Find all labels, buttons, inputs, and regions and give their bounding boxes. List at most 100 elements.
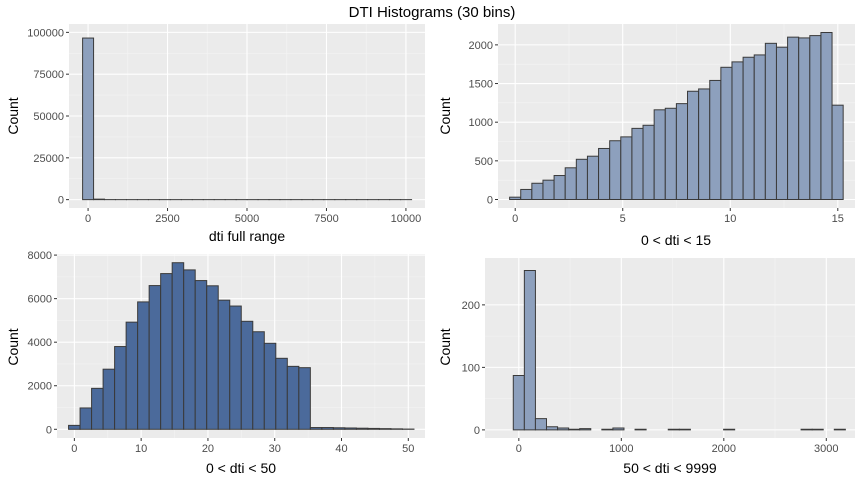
- histogram-bar: [286, 365, 300, 430]
- histogram-bar: [344, 427, 357, 430]
- histogram-bar: [634, 428, 647, 431]
- axis-ticks: 0 1000 2000 3000 0 100 200: [462, 300, 839, 455]
- histogram-bar: [160, 273, 173, 430]
- histogram-bar: [731, 61, 744, 200]
- histogram-bar: [811, 428, 824, 431]
- x-tick-label: 50: [402, 443, 414, 455]
- panel-dti-50-9999: 0 1000 2000 3000 0 100 200 50 < dti < 9999 Cou…: [437, 258, 855, 476]
- x-tick-label: 10000: [391, 213, 422, 225]
- histogram-bar: [520, 188, 533, 200]
- x-tick-label: 10: [135, 443, 147, 455]
- histogram-bar: [183, 269, 196, 430]
- histogram-bar: [171, 262, 185, 430]
- histogram-bar: [742, 56, 755, 200]
- x-tick-label: 0: [85, 213, 91, 225]
- histogram-bar: [798, 37, 811, 200]
- y-axis-title: Count: [437, 97, 453, 134]
- panel-dti-0-50: 0 10 20 30 40 50 0 2000 4000 6000 8000 0 < dti < 5…: [5, 250, 425, 476]
- x-tick-label: 0: [512, 213, 518, 225]
- histogram-bar: [93, 198, 106, 201]
- histogram-bar: [557, 427, 570, 431]
- histogram-bar: [620, 136, 633, 200]
- histogram-bar: [531, 182, 544, 200]
- y-tick-label: 6000: [28, 294, 52, 306]
- histogram-bar: [664, 107, 677, 200]
- histogram-bar: [678, 428, 691, 431]
- histogram-bar: [229, 305, 242, 430]
- histogram-bar: [598, 147, 611, 200]
- histogram-bar: [586, 155, 600, 200]
- histogram-bar: [102, 368, 116, 430]
- y-tick-label: 0: [58, 195, 64, 207]
- histogram-bar: [753, 54, 766, 200]
- x-axis-title: 50 < dti < 9999: [623, 460, 717, 476]
- x-tick-label: 3000: [814, 443, 838, 455]
- x-tick-label: 10: [724, 213, 736, 225]
- y-tick-label: 4000: [28, 337, 52, 349]
- histogram-bars: [509, 32, 844, 200]
- histogram-bar: [579, 428, 592, 431]
- y-tick-label: 500: [475, 156, 493, 168]
- y-tick-label: 1000: [469, 117, 493, 129]
- histogram-bar: [332, 427, 346, 430]
- x-tick-label: 1000: [609, 443, 633, 455]
- histogram-bar: [240, 320, 254, 430]
- histogram-bar: [545, 426, 559, 431]
- histogram-bar: [820, 32, 833, 200]
- histogram-bar: [787, 36, 800, 200]
- x-tick-label: 7500: [314, 213, 338, 225]
- y-tick-label: 2000: [28, 381, 52, 393]
- x-tick-label: 0: [71, 443, 77, 455]
- y-tick-label: 75000: [33, 69, 64, 81]
- histogram-bar: [367, 427, 380, 430]
- panel-background: [485, 258, 855, 438]
- histogram-bar: [355, 427, 369, 430]
- histogram-bar: [698, 88, 711, 200]
- histogram-bar: [653, 109, 666, 200]
- histogram-bar: [609, 140, 622, 200]
- histogram-bar: [612, 427, 625, 431]
- x-tick-label: 40: [335, 443, 347, 455]
- histogram-bar: [833, 428, 846, 431]
- axis-ticks: 0 10 20 30 40 50 0 2000 4000 6000 8000: [28, 250, 415, 455]
- histogram-bar: [114, 346, 127, 430]
- histogram-bar: [512, 375, 525, 431]
- histogram-bar: [148, 285, 162, 430]
- histogram-bar: [194, 280, 208, 430]
- x-tick-label: 30: [269, 443, 281, 455]
- histogram-bar: [564, 167, 577, 200]
- x-tick-label: 20: [202, 443, 214, 455]
- x-tick-label: 15: [832, 213, 844, 225]
- histogram-bar: [553, 175, 566, 200]
- y-tick-label: 0: [46, 424, 52, 436]
- y-axis-title: Count: [437, 328, 453, 365]
- y-tick-label: 100: [462, 362, 480, 374]
- x-axis-title: dti full range: [209, 228, 285, 244]
- histogram-bar: [82, 37, 95, 201]
- histogram-bar: [309, 427, 323, 430]
- y-tick-label: 25000: [33, 153, 64, 165]
- histogram-bar: [775, 46, 789, 200]
- histogram-bar: [631, 127, 644, 200]
- x-axis-title: 0 < dti < 15: [641, 232, 711, 248]
- histogram-bar: [831, 104, 844, 200]
- histogram-bar: [91, 387, 104, 430]
- x-axis-title: 0 < dti < 50: [206, 460, 276, 476]
- x-tick-label: 2000: [712, 443, 736, 455]
- y-tick-label: 200: [462, 300, 480, 312]
- histogram-bars: [512, 270, 846, 431]
- y-axis-title: Count: [5, 97, 21, 134]
- histogram-bar: [642, 124, 655, 200]
- y-tick-label: 0: [487, 194, 493, 206]
- panel-dti-full-range: 0 2500 5000 7500 100000250005000075000100000…: [5, 24, 425, 244]
- x-tick-label: 0: [516, 443, 522, 455]
- histogram-bar: [800, 428, 813, 431]
- histogram-bar: [667, 428, 680, 431]
- panel-dti-0-15: 0 5 10 15 0 500 1000 1500 2000 0 < dti < 15 Coun…: [437, 24, 855, 248]
- histogram-bar: [720, 66, 733, 200]
- histogram-bar: [125, 321, 139, 430]
- y-tick-label: 8000: [28, 250, 52, 262]
- y-tick-label: 2000: [469, 40, 493, 52]
- histogram-bar: [217, 299, 231, 430]
